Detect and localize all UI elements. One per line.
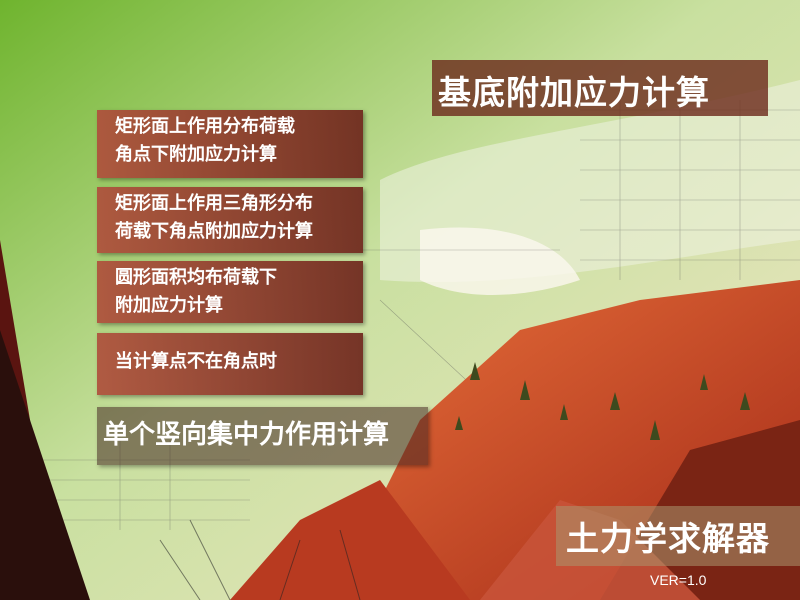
button-label-line1: 矩形面上作用三角形分布 xyxy=(115,193,313,214)
app-name: 土力学求解器 xyxy=(566,519,770,558)
button-label: 单个竖向集中力作用计算 xyxy=(103,420,390,450)
page-title: 基底附加应力计算 xyxy=(438,73,710,112)
button-label-line2: 荷载下角点附加应力计算 xyxy=(115,221,313,242)
header-banner xyxy=(432,60,768,116)
button-label-line1: 矩形面上作用分布荷载 xyxy=(115,116,295,137)
not-corner-point-button[interactable]: 当计算点不在角点时 xyxy=(97,333,363,395)
rect-triangular-load-button[interactable]: 矩形面上作用三角形分布 荷载下角点附加应力计算 xyxy=(97,187,363,253)
version-label: VER=1.0 xyxy=(650,572,707,588)
app-name-banner xyxy=(556,506,800,566)
button-label: 当计算点不在角点时 xyxy=(115,351,277,372)
button-label-line1: 圆形面积均布荷载下 xyxy=(115,267,277,288)
rect-uniform-load-button[interactable]: 矩形面上作用分布荷载 角点下附加应力计算 xyxy=(97,110,363,178)
button-label-line2: 附加应力计算 xyxy=(115,295,223,316)
circular-uniform-load-button[interactable]: 圆形面积均布荷载下 附加应力计算 xyxy=(97,261,363,323)
button-label-line2: 角点下附加应力计算 xyxy=(115,144,277,165)
point-load-button[interactable]: 单个竖向集中力作用计算 xyxy=(97,407,428,465)
